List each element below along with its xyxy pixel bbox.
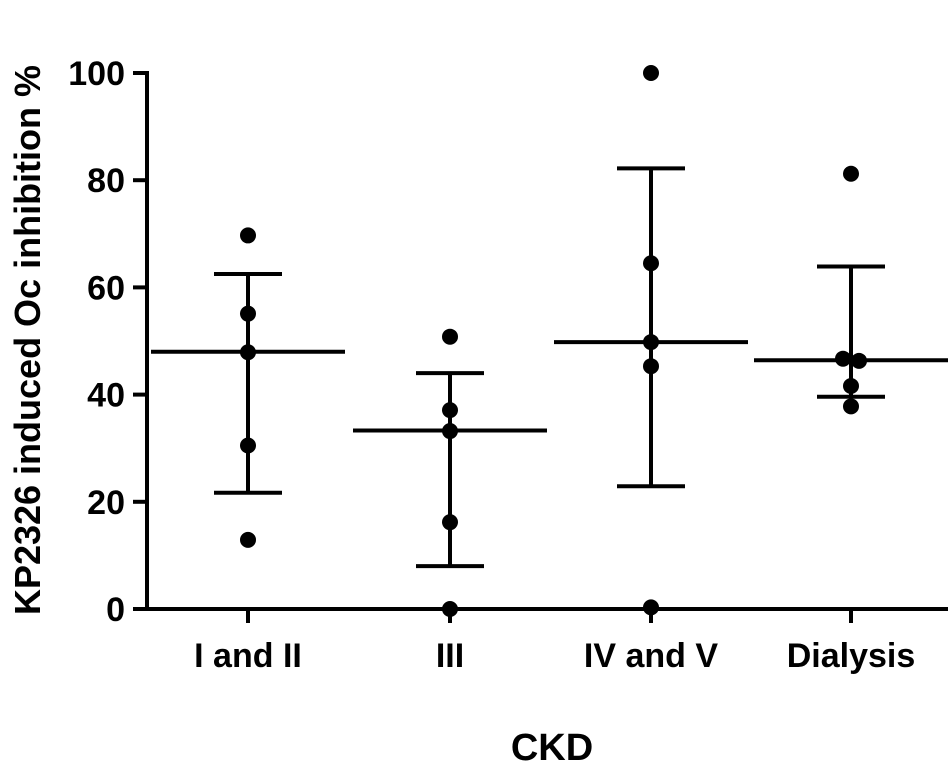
data-point [442, 423, 458, 440]
data-point [643, 65, 659, 81]
y-tick-label: 20 [87, 484, 125, 522]
x-tick-label: I and II [194, 637, 302, 675]
data-points [240, 65, 867, 617]
data-point [643, 599, 659, 616]
x-tick-label: IV and V [584, 637, 718, 675]
tick-labels: 0 20 40 60 80 100 I and II III IV and V Dialysis [68, 55, 915, 675]
y-tick-label: 80 [87, 162, 125, 200]
data-point [240, 305, 256, 322]
x-tick-label: Dialysis [787, 637, 916, 675]
data-point [442, 402, 458, 419]
data-point [843, 398, 859, 415]
data-point [851, 352, 867, 369]
error-bars [151, 166, 948, 569]
data-point [643, 255, 659, 272]
data-point [643, 358, 659, 375]
data-point [843, 378, 859, 395]
y-tick-label: 100 [68, 55, 125, 93]
y-tick-label: 0 [106, 591, 125, 629]
x-axis-title: CKD [511, 727, 593, 769]
data-point [240, 227, 256, 244]
data-point [240, 531, 256, 548]
data-point [442, 601, 458, 617]
data-point [843, 165, 859, 182]
data-point [442, 514, 458, 531]
y-axis-title: KP2326 induced Oc inhibition % [7, 65, 48, 615]
y-tick-label: 40 [87, 377, 125, 415]
x-tick-label: III [436, 637, 464, 675]
data-point [835, 350, 851, 367]
data-point [240, 344, 256, 361]
y-tick-label: 60 [87, 269, 125, 307]
data-point [643, 334, 659, 351]
data-point [240, 437, 256, 454]
data-point [442, 328, 458, 345]
